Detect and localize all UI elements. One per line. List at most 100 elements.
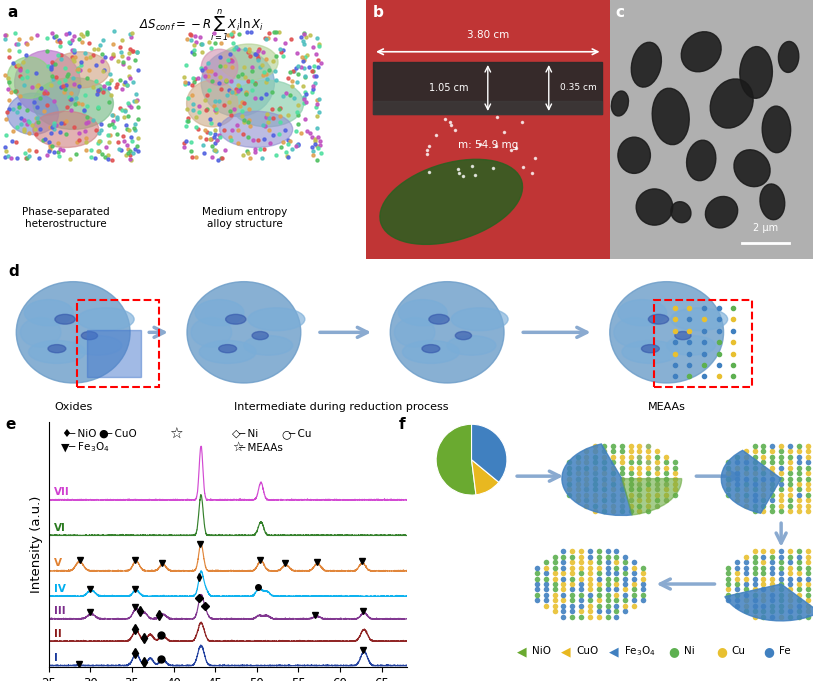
Ellipse shape	[631, 42, 662, 87]
Text: ◇: ◇	[232, 429, 241, 439]
Ellipse shape	[778, 42, 799, 72]
Text: c: c	[616, 5, 625, 20]
Ellipse shape	[187, 80, 237, 127]
Text: Oxides: Oxides	[54, 402, 93, 413]
Text: ─ Cu: ─ Cu	[289, 429, 312, 439]
Wedge shape	[436, 424, 476, 495]
Text: 3.80 cm: 3.80 cm	[467, 30, 509, 40]
Ellipse shape	[637, 189, 672, 225]
Text: d: d	[8, 264, 19, 279]
Ellipse shape	[195, 300, 244, 326]
Text: ▼: ▼	[61, 443, 70, 453]
Ellipse shape	[610, 282, 724, 383]
Text: ○: ○	[282, 429, 292, 439]
Text: ◀: ◀	[609, 645, 619, 658]
Wedge shape	[725, 584, 813, 621]
Text: e: e	[6, 417, 16, 432]
Ellipse shape	[402, 340, 459, 364]
Text: ☆: ☆	[169, 426, 183, 441]
Ellipse shape	[191, 317, 232, 347]
Ellipse shape	[652, 89, 689, 144]
Ellipse shape	[455, 332, 472, 340]
Text: a: a	[7, 5, 18, 20]
Ellipse shape	[614, 317, 654, 347]
Ellipse shape	[740, 46, 772, 98]
Text: ◀: ◀	[517, 645, 527, 658]
Bar	[373, 62, 602, 114]
Ellipse shape	[220, 111, 293, 148]
Ellipse shape	[618, 300, 667, 326]
Ellipse shape	[202, 49, 275, 116]
Ellipse shape	[28, 340, 85, 364]
Text: III: III	[54, 606, 65, 616]
Text: VII: VII	[54, 488, 70, 497]
Ellipse shape	[687, 140, 715, 180]
Text: CuO: CuO	[576, 646, 598, 656]
Ellipse shape	[51, 52, 110, 88]
Ellipse shape	[244, 336, 293, 355]
Ellipse shape	[202, 49, 238, 85]
Ellipse shape	[20, 317, 61, 347]
Ellipse shape	[618, 137, 650, 174]
Text: Intermediate during reduction process: Intermediate during reduction process	[234, 402, 449, 413]
Text: ●: ●	[716, 645, 727, 658]
Text: II: II	[54, 629, 62, 639]
Ellipse shape	[398, 300, 447, 326]
Ellipse shape	[231, 80, 304, 127]
Ellipse shape	[760, 184, 785, 220]
Ellipse shape	[681, 32, 721, 72]
Text: 0.35 cm: 0.35 cm	[559, 84, 597, 93]
Ellipse shape	[422, 345, 440, 353]
Ellipse shape	[33, 111, 99, 148]
FancyBboxPatch shape	[87, 330, 141, 377]
Ellipse shape	[667, 336, 715, 355]
Ellipse shape	[451, 308, 508, 331]
Ellipse shape	[16, 282, 130, 383]
Text: ♦: ♦	[61, 429, 72, 439]
Ellipse shape	[77, 308, 134, 331]
Ellipse shape	[762, 106, 791, 153]
Ellipse shape	[641, 345, 659, 353]
Ellipse shape	[429, 315, 450, 324]
Ellipse shape	[54, 315, 75, 324]
Wedge shape	[472, 460, 499, 495]
Text: MEAAs: MEAAs	[648, 402, 685, 413]
Wedge shape	[562, 444, 633, 516]
Ellipse shape	[33, 78, 114, 129]
Text: ●: ●	[668, 645, 679, 658]
Ellipse shape	[248, 308, 305, 331]
Text: f: f	[398, 417, 406, 432]
Ellipse shape	[671, 308, 728, 331]
Text: NiO: NiO	[533, 646, 551, 656]
Text: ◀: ◀	[561, 645, 571, 658]
Wedge shape	[622, 479, 681, 515]
Y-axis label: Intensity (a.u.): Intensity (a.u.)	[30, 496, 43, 593]
Ellipse shape	[199, 340, 256, 364]
Text: IV: IV	[54, 584, 66, 594]
Ellipse shape	[225, 315, 246, 324]
Ellipse shape	[711, 79, 753, 128]
Text: ●: ●	[98, 429, 108, 439]
Ellipse shape	[394, 317, 435, 347]
Wedge shape	[472, 424, 507, 482]
Text: ☆: ☆	[232, 441, 243, 454]
Ellipse shape	[73, 336, 122, 355]
Ellipse shape	[675, 332, 691, 340]
Ellipse shape	[220, 44, 278, 80]
Text: ─ Ni: ─ Ni	[238, 429, 259, 439]
Ellipse shape	[7, 57, 51, 98]
Text: I: I	[54, 653, 58, 663]
Ellipse shape	[187, 282, 301, 383]
Text: 1.05 cm: 1.05 cm	[429, 83, 468, 93]
Text: Ni: Ni	[684, 646, 694, 656]
Text: Cu: Cu	[732, 646, 746, 656]
Text: V: V	[54, 558, 62, 569]
Ellipse shape	[252, 332, 268, 340]
Ellipse shape	[24, 300, 73, 326]
Ellipse shape	[48, 345, 66, 353]
Ellipse shape	[447, 336, 496, 355]
Text: Fe$_3$O$_4$: Fe$_3$O$_4$	[624, 644, 655, 659]
Ellipse shape	[622, 340, 679, 364]
Text: ─ NiO: ─ NiO	[68, 429, 97, 439]
Text: VI: VI	[54, 523, 66, 533]
